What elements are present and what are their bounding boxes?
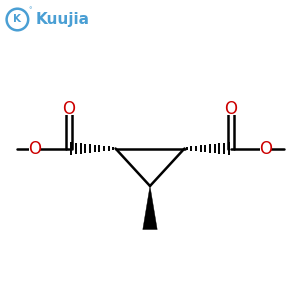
- Bar: [225, 104, 237, 115]
- Text: K: K: [14, 14, 21, 25]
- Bar: [29, 143, 40, 154]
- Text: O: O: [28, 140, 41, 158]
- Text: O: O: [62, 100, 76, 118]
- Text: O: O: [259, 140, 272, 158]
- Bar: [260, 143, 271, 154]
- Text: °: °: [29, 7, 32, 13]
- Bar: [63, 104, 75, 115]
- Polygon shape: [143, 186, 157, 230]
- Text: Kuujia: Kuujia: [36, 12, 90, 27]
- Text: O: O: [224, 100, 238, 118]
